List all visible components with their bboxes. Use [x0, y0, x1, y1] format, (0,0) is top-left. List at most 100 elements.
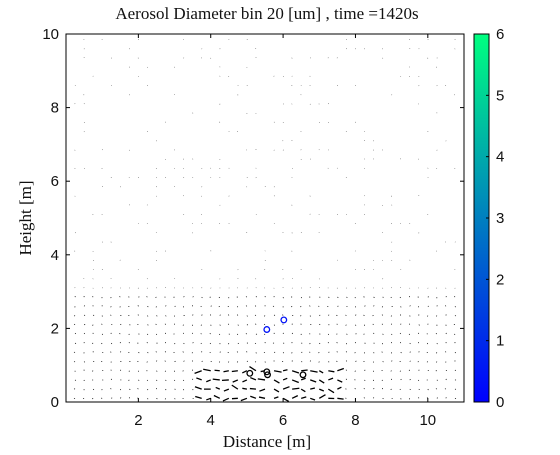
velocity-arrow	[201, 296, 203, 299]
velocity-arrow	[418, 324, 420, 326]
velocity-arrow	[182, 351, 184, 353]
velocity-arrow	[138, 379, 140, 381]
velocity-arrow	[273, 388, 280, 393]
velocity-arrow	[337, 367, 345, 372]
velocity-arrow	[337, 397, 344, 400]
velocity-arrow	[241, 370, 248, 374]
x-tick-label: 4	[207, 412, 215, 429]
velocity-arrow	[242, 379, 248, 383]
y-tick-label: 0	[51, 394, 59, 411]
velocity-arrow	[337, 379, 343, 383]
velocity-arrow	[417, 306, 420, 308]
velocity-arrow	[223, 370, 229, 373]
velocity-arrow	[120, 397, 122, 399]
velocity-arrow	[399, 370, 401, 372]
velocity-arrow	[232, 379, 239, 383]
velocity-arrow	[92, 324, 94, 326]
velocity-arrow	[128, 379, 130, 381]
velocity-arrow	[250, 395, 257, 399]
velocity-arrow	[282, 314, 284, 316]
velocity-arrow	[219, 314, 221, 316]
velocity-arrow	[192, 342, 194, 344]
velocity-arrow	[245, 296, 248, 298]
velocity-arrow	[327, 388, 335, 394]
velocity-arrow	[292, 387, 300, 390]
velocity-arrow	[101, 323, 103, 325]
velocity-arrow	[156, 315, 158, 317]
velocity-arrow	[83, 361, 86, 363]
velocity-arrow	[212, 378, 220, 381]
velocity-arrow	[309, 305, 311, 307]
velocity-arrow	[273, 370, 282, 373]
velocity-arrow	[245, 305, 248, 307]
velocity-arrow	[282, 352, 285, 354]
velocity-arrow	[291, 370, 300, 374]
velocity-arrow	[240, 397, 248, 402]
velocity-arrow	[201, 314, 203, 316]
velocity-arrow	[83, 305, 86, 307]
x-tick-label: 2	[134, 412, 142, 429]
velocity-arrow	[336, 323, 338, 325]
velocity-arrow	[373, 352, 375, 354]
velocity-arrow	[111, 397, 113, 399]
velocity-arrow	[147, 315, 149, 317]
y-axis-ticks: 0 2 4 6 8 10	[42, 26, 464, 411]
particle-marker	[280, 316, 288, 324]
velocity-arrow	[192, 388, 194, 391]
velocity-arrow	[209, 333, 211, 335]
velocity-arrow	[364, 369, 366, 371]
velocity-arrow	[328, 377, 334, 381]
velocity-arrow	[146, 361, 148, 363]
velocity-arrow	[408, 369, 410, 371]
velocity-arrow	[222, 397, 230, 402]
velocity-arrow	[254, 361, 257, 363]
x-tick-label: 10	[419, 412, 436, 429]
velocity-arrow	[382, 333, 384, 335]
velocity-arrow	[345, 324, 347, 326]
velocity-arrow	[155, 323, 157, 325]
velocity-arrow	[318, 379, 325, 384]
velocity-arrow	[119, 351, 122, 353]
velocity-arrow	[310, 397, 316, 401]
velocity-arrow	[231, 384, 239, 390]
x-axis-label: Distance [m]	[223, 432, 311, 451]
particle-marker	[299, 371, 307, 379]
velocity-arrow	[147, 388, 149, 391]
velocity-arrow	[165, 388, 167, 391]
velocity-arrow	[409, 305, 411, 307]
velocity-arrow	[110, 296, 112, 299]
velocity-arrow	[246, 360, 249, 362]
velocity-arrow	[436, 397, 438, 399]
velocity-arrow	[454, 296, 456, 298]
velocity-arrow	[454, 352, 456, 354]
velocity-arrow	[282, 386, 290, 390]
velocity-arrow	[436, 315, 438, 317]
velocity-arrow	[309, 342, 311, 345]
velocity-arrow	[319, 388, 325, 392]
velocity-arrow	[146, 296, 148, 298]
velocity-arrow	[200, 342, 202, 345]
colorbar: 0 1 2 3 4 5 6	[473, 26, 504, 411]
velocity-arrow	[74, 342, 77, 344]
velocity-arrow	[336, 342, 338, 344]
velocity-arrow	[399, 332, 401, 335]
velocity-arrow	[301, 396, 307, 399]
velocity-arrow	[237, 314, 239, 316]
velocity-arrow	[119, 369, 122, 371]
velocity-arrow	[310, 370, 318, 373]
velocity-arrow	[249, 387, 257, 390]
velocity-arrow	[138, 352, 140, 354]
velocity-arrow	[354, 370, 356, 372]
velocity-arrow	[192, 296, 194, 298]
velocity-arrow	[236, 361, 239, 363]
velocity-arrow	[259, 388, 266, 392]
colorbar-tick-label: 3	[496, 210, 504, 227]
velocity-arrow	[110, 314, 112, 316]
velocity-arrow	[223, 388, 230, 392]
particle-marker	[246, 369, 254, 377]
velocity-arrow	[264, 315, 266, 317]
velocity-arrow	[174, 398, 176, 400]
velocity-arrow	[273, 314, 276, 316]
velocity-arrow	[92, 296, 94, 298]
velocity-arrow	[337, 386, 342, 390]
